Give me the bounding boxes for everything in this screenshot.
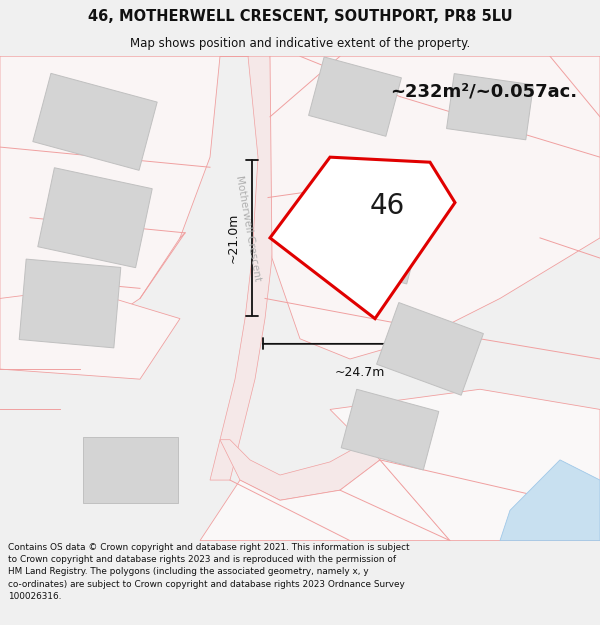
Polygon shape [270, 157, 455, 319]
Polygon shape [19, 259, 121, 348]
Text: Motherwell Crescent: Motherwell Crescent [234, 174, 262, 281]
Polygon shape [38, 168, 152, 268]
Polygon shape [500, 460, 600, 541]
Polygon shape [377, 302, 484, 395]
Text: Map shows position and indicative extent of the property.: Map shows position and indicative extent… [130, 38, 470, 51]
Text: 46, MOTHERWELL CRESCENT, SOUTHPORT, PR8 5LU: 46, MOTHERWELL CRESCENT, SOUTHPORT, PR8 … [88, 9, 512, 24]
Polygon shape [341, 389, 439, 470]
Text: ~232m²/~0.057ac.: ~232m²/~0.057ac. [390, 82, 577, 101]
Text: Contains OS data © Crown copyright and database right 2021. This information is : Contains OS data © Crown copyright and d… [8, 543, 409, 601]
Polygon shape [200, 460, 450, 541]
Polygon shape [308, 57, 401, 136]
Text: 46: 46 [370, 192, 404, 219]
Polygon shape [0, 56, 220, 339]
Polygon shape [220, 440, 380, 500]
Text: ~24.7m: ~24.7m [335, 366, 385, 379]
Polygon shape [339, 212, 421, 284]
Polygon shape [270, 56, 600, 359]
Polygon shape [446, 74, 533, 140]
Text: ~21.0m: ~21.0m [227, 213, 240, 263]
Polygon shape [83, 438, 178, 503]
Polygon shape [330, 389, 600, 541]
Polygon shape [210, 56, 280, 480]
Polygon shape [0, 288, 180, 379]
Polygon shape [33, 73, 157, 171]
